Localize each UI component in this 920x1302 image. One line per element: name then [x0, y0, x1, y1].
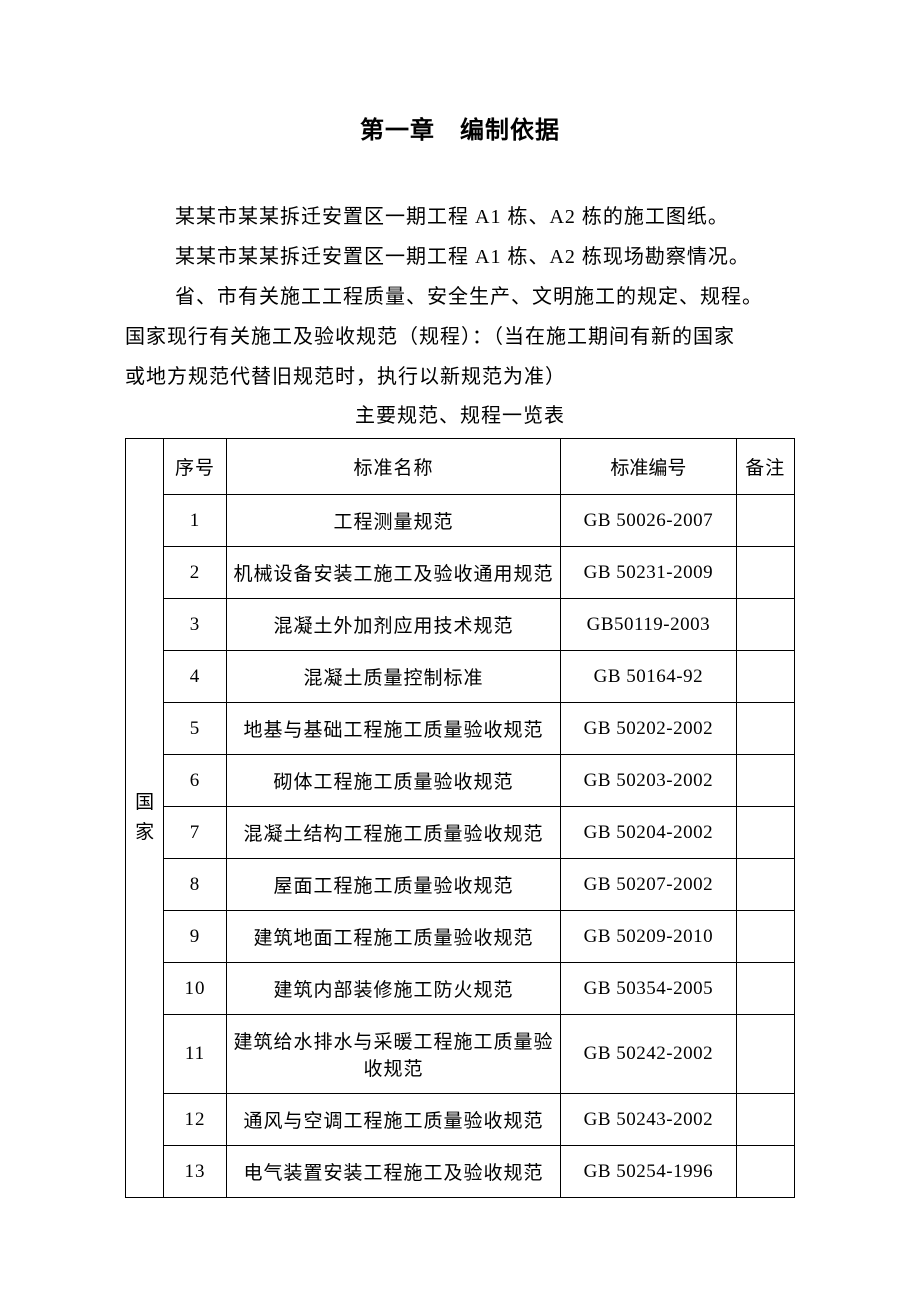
cell-code: GB 50026-2007: [561, 495, 736, 547]
table-row: 3 混凝土外加剂应用技术规范 GB50119-2003: [126, 599, 795, 651]
cell-seq: 7: [164, 807, 226, 859]
table-header-row: 国家 序号 标准名称 标准编号 备注: [126, 439, 795, 495]
standards-table: 国家 序号 标准名称 标准编号 备注 1 工程测量规范 GB 50026-200…: [125, 438, 795, 1198]
cell-name: 机械设备安装工施工及验收通用规范: [226, 547, 561, 599]
cell-remark: [736, 1015, 794, 1094]
cell-name: 混凝土质量控制标准: [226, 651, 561, 703]
cell-code: GB 50243-2002: [561, 1094, 736, 1146]
cell-name: 建筑给水排水与采暖工程施工质量验收规范: [226, 1015, 561, 1094]
table-row: 8 屋面工程施工质量验收规范 GB 50207-2002: [126, 859, 795, 911]
table-row: 9 建筑地面工程施工质量验收规范 GB 50209-2010: [126, 911, 795, 963]
paragraph-2: 某某市某某拆迁安置区一期工程 A1 栋、A2 栋现场勘察情况。: [125, 237, 795, 277]
cell-seq: 13: [164, 1146, 226, 1198]
category-cell: 国家: [126, 439, 164, 1198]
cell-code: GB 50204-2002: [561, 807, 736, 859]
cell-code: GB 50203-2002: [561, 755, 736, 807]
cell-remark: [736, 547, 794, 599]
cell-code: GB 50242-2002: [561, 1015, 736, 1094]
cell-seq: 11: [164, 1015, 226, 1094]
chapter-title: 第一章 编制依据: [125, 110, 795, 145]
cell-seq: 9: [164, 911, 226, 963]
cell-seq: 3: [164, 599, 226, 651]
paragraph-1: 某某市某某拆迁安置区一期工程 A1 栋、A2 栋的施工图纸。: [125, 197, 795, 237]
cell-seq: 6: [164, 755, 226, 807]
header-code: 标准编号: [561, 439, 736, 495]
cell-name: 通风与空调工程施工质量验收规范: [226, 1094, 561, 1146]
cell-seq: 4: [164, 651, 226, 703]
cell-name: 砌体工程施工质量验收规范: [226, 755, 561, 807]
cell-remark: [736, 651, 794, 703]
cell-code: GB 50354-2005: [561, 963, 736, 1015]
cell-name: 建筑地面工程施工质量验收规范: [226, 911, 561, 963]
cell-code: GB50119-2003: [561, 599, 736, 651]
paragraph-3: 省、市有关施工工程质量、安全生产、文明施工的规定、规程。: [125, 277, 795, 317]
cell-remark: [736, 1094, 794, 1146]
cell-remark: [736, 807, 794, 859]
cell-code: GB 50231-2009: [561, 547, 736, 599]
cell-seq: 5: [164, 703, 226, 755]
paragraph-4: 国家现行有关施工及验收规范（规程）：（当在施工期间有新的国家: [125, 317, 795, 357]
header-seq: 序号: [164, 439, 226, 495]
cell-remark: [736, 1146, 794, 1198]
cell-seq: 8: [164, 859, 226, 911]
cell-remark: [736, 703, 794, 755]
cell-remark: [736, 859, 794, 911]
cell-name: 混凝土外加剂应用技术规范: [226, 599, 561, 651]
table-row: 1 工程测量规范 GB 50026-2007: [126, 495, 795, 547]
cell-remark: [736, 755, 794, 807]
cell-name: 混凝土结构工程施工质量验收规范: [226, 807, 561, 859]
cell-remark: [736, 963, 794, 1015]
header-remark: 备注: [736, 439, 794, 495]
table-row: 4 混凝土质量控制标准 GB 50164-92: [126, 651, 795, 703]
cell-code: GB 50209-2010: [561, 911, 736, 963]
table-caption: 主要规范、规程一览表: [125, 399, 795, 428]
cell-name: 建筑内部装修施工防火规范: [226, 963, 561, 1015]
cell-name: 电气装置安装工程施工及验收规范: [226, 1146, 561, 1198]
header-name: 标准名称: [226, 439, 561, 495]
cell-code: GB 50202-2002: [561, 703, 736, 755]
cell-code: GB 50207-2002: [561, 859, 736, 911]
cell-seq: 2: [164, 547, 226, 599]
cell-seq: 10: [164, 963, 226, 1015]
paragraph-5: 或地方规范代替旧规范时，执行以新规范为准）: [125, 357, 795, 397]
cell-remark: [736, 599, 794, 651]
cell-name: 屋面工程施工质量验收规范: [226, 859, 561, 911]
table-row: 12 通风与空调工程施工质量验收规范 GB 50243-2002: [126, 1094, 795, 1146]
cell-name: 地基与基础工程施工质量验收规范: [226, 703, 561, 755]
table-row: 5 地基与基础工程施工质量验收规范 GB 50202-2002: [126, 703, 795, 755]
cell-seq: 1: [164, 495, 226, 547]
cell-remark: [736, 495, 794, 547]
table-row: 6 砌体工程施工质量验收规范 GB 50203-2002: [126, 755, 795, 807]
table-row: 11 建筑给水排水与采暖工程施工质量验收规范 GB 50242-2002: [126, 1015, 795, 1094]
cell-remark: [736, 911, 794, 963]
cell-seq: 12: [164, 1094, 226, 1146]
cell-code: GB 50164-92: [561, 651, 736, 703]
cell-name: 工程测量规范: [226, 495, 561, 547]
table-row: 10 建筑内部装修施工防火规范 GB 50354-2005: [126, 963, 795, 1015]
table-row: 13 电气装置安装工程施工及验收规范 GB 50254-1996: [126, 1146, 795, 1198]
table-row: 7 混凝土结构工程施工质量验收规范 GB 50204-2002: [126, 807, 795, 859]
cell-code: GB 50254-1996: [561, 1146, 736, 1198]
table-row: 2 机械设备安装工施工及验收通用规范 GB 50231-2009: [126, 547, 795, 599]
